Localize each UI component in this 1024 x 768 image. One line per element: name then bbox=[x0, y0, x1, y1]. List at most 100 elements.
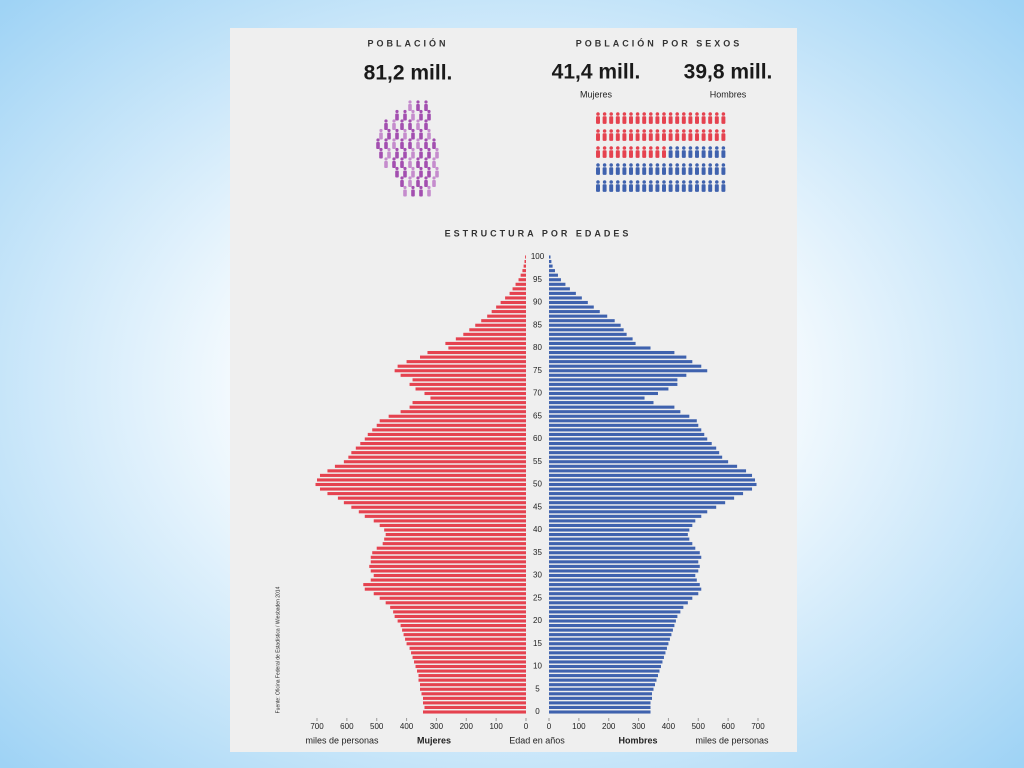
bar bbox=[549, 633, 672, 637]
person-icon bbox=[629, 184, 633, 192]
bar bbox=[394, 614, 526, 618]
x-tick-label: 300 bbox=[430, 722, 444, 731]
bar bbox=[549, 410, 681, 414]
person-icon bbox=[435, 166, 439, 171]
person-icon bbox=[416, 104, 420, 111]
bar bbox=[385, 601, 526, 605]
person-icon bbox=[675, 180, 679, 184]
bar bbox=[549, 651, 666, 655]
person-icon bbox=[622, 150, 627, 158]
bar bbox=[319, 487, 526, 491]
person-icon bbox=[424, 176, 428, 180]
person-icon bbox=[701, 163, 706, 167]
person-icon bbox=[635, 112, 640, 116]
person-icon bbox=[701, 184, 706, 192]
person-icon bbox=[714, 167, 719, 175]
bar bbox=[549, 442, 712, 446]
bar bbox=[384, 537, 526, 541]
men-label: Hombres bbox=[710, 89, 747, 99]
person-icon bbox=[668, 133, 673, 141]
person-icon bbox=[403, 109, 407, 114]
women-axis-label: Mujeres bbox=[417, 735, 451, 745]
bar bbox=[549, 360, 693, 364]
person-icon bbox=[721, 184, 726, 192]
bar bbox=[422, 710, 526, 714]
y-tick-label: 50 bbox=[533, 480, 542, 489]
y-tick-label: 90 bbox=[533, 298, 542, 307]
person-icon bbox=[427, 189, 431, 197]
person-icon bbox=[403, 170, 407, 178]
y-tick-label: 75 bbox=[533, 366, 542, 375]
person-icon bbox=[701, 150, 706, 158]
person-icon bbox=[649, 146, 653, 150]
bar bbox=[549, 692, 653, 696]
person-icon bbox=[675, 150, 680, 158]
person-icon bbox=[675, 184, 680, 192]
x-tick-label: 500 bbox=[692, 722, 706, 731]
bar bbox=[370, 569, 526, 573]
person-icon bbox=[701, 133, 706, 141]
person-icon bbox=[662, 167, 666, 175]
bar bbox=[518, 278, 526, 282]
bar bbox=[549, 619, 676, 623]
bar bbox=[549, 583, 700, 587]
bar bbox=[549, 355, 687, 359]
bar bbox=[549, 710, 651, 714]
bar bbox=[549, 624, 675, 628]
bar bbox=[317, 478, 526, 482]
person-icon bbox=[384, 142, 388, 149]
person-icon bbox=[708, 116, 713, 124]
person-icon bbox=[642, 116, 647, 124]
bar bbox=[549, 696, 653, 700]
person-icon bbox=[424, 142, 428, 149]
person-icon bbox=[721, 112, 726, 116]
person-icon bbox=[622, 116, 627, 124]
person-icon bbox=[596, 163, 600, 167]
person-icon bbox=[411, 151, 415, 159]
bar bbox=[525, 255, 526, 259]
bar bbox=[549, 687, 654, 691]
person-icon bbox=[609, 180, 613, 184]
bar bbox=[367, 432, 526, 436]
person-icon bbox=[384, 138, 388, 142]
person-icon bbox=[419, 185, 423, 190]
bar bbox=[393, 610, 526, 614]
person-icon bbox=[688, 116, 693, 124]
person-icon bbox=[688, 184, 693, 192]
bar bbox=[427, 351, 526, 355]
bar bbox=[379, 419, 526, 423]
bar bbox=[549, 369, 708, 373]
population-total: 81,2 mill. bbox=[364, 62, 453, 85]
bar bbox=[549, 391, 658, 396]
person-icon bbox=[432, 138, 436, 142]
person-icon bbox=[635, 150, 640, 158]
person-icon bbox=[668, 180, 673, 184]
person-icon bbox=[655, 167, 660, 175]
chart-title: ESTRUCTURA POR EDADES bbox=[445, 228, 632, 238]
person-icon bbox=[602, 163, 607, 167]
x-tick-label: 200 bbox=[602, 722, 616, 731]
bar bbox=[549, 332, 627, 336]
person-icon bbox=[695, 146, 699, 150]
person-icon bbox=[629, 150, 633, 158]
person-icon bbox=[695, 184, 699, 192]
person-icon bbox=[635, 167, 640, 175]
bar bbox=[418, 678, 526, 682]
bar bbox=[455, 337, 526, 341]
person-icon bbox=[395, 170, 399, 178]
x-tick-label: 700 bbox=[751, 722, 765, 731]
person-icon bbox=[708, 163, 712, 167]
bar bbox=[549, 592, 699, 596]
bar bbox=[481, 319, 526, 323]
person-icon bbox=[682, 180, 686, 184]
person-icon bbox=[424, 180, 428, 187]
person-icon bbox=[427, 151, 431, 159]
person-icon bbox=[602, 116, 607, 124]
bar bbox=[549, 660, 663, 664]
person-icon bbox=[642, 146, 646, 150]
person-icon bbox=[629, 180, 633, 184]
bar bbox=[549, 555, 702, 559]
bar bbox=[549, 628, 673, 632]
person-icon bbox=[635, 129, 640, 133]
